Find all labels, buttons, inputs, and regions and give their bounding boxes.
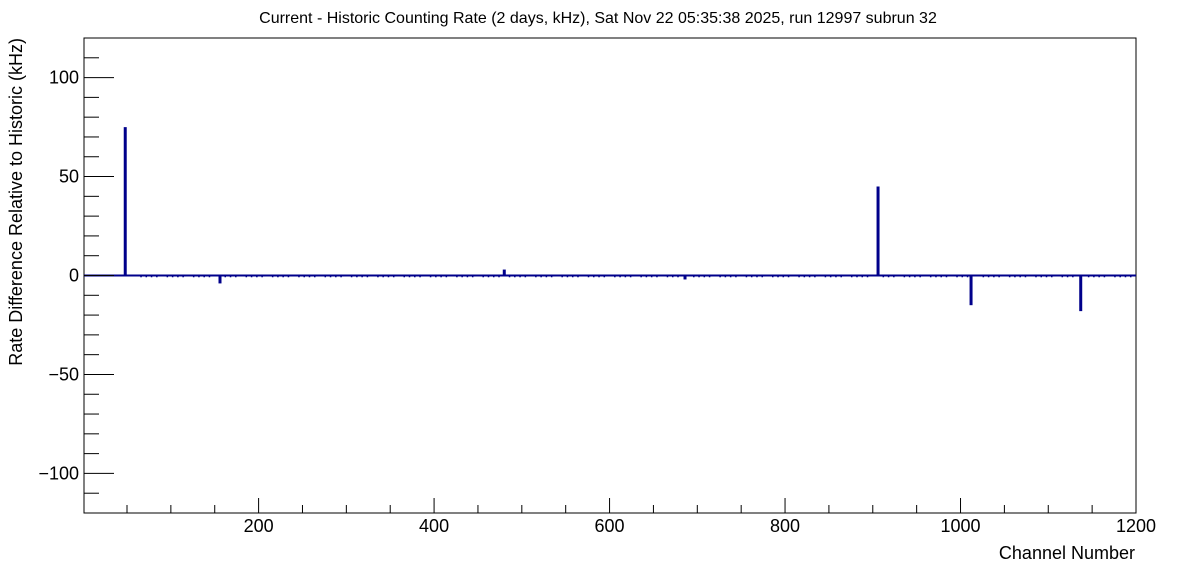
y-axis-title: Rate Difference Relative to Historic (kH…: [6, 38, 26, 366]
y-tick-label: −100: [38, 463, 79, 483]
y-tick-label: 100: [49, 68, 79, 88]
y-tick-label: 0: [69, 266, 79, 286]
x-tick-label: 800: [770, 516, 800, 536]
chart-title: Current - Historic Counting Rate (2 days…: [259, 10, 937, 27]
x-tick-label: 1000: [940, 516, 980, 536]
x-tick-label: 1200: [1116, 516, 1156, 536]
x-tick-label: 400: [419, 516, 449, 536]
x-tick-label: 600: [595, 516, 625, 536]
y-tick-label: −50: [48, 364, 79, 384]
y-tick-label: 50: [59, 167, 79, 187]
x-axis-title: Channel Number: [999, 543, 1135, 563]
x-tick-label: 200: [244, 516, 274, 536]
